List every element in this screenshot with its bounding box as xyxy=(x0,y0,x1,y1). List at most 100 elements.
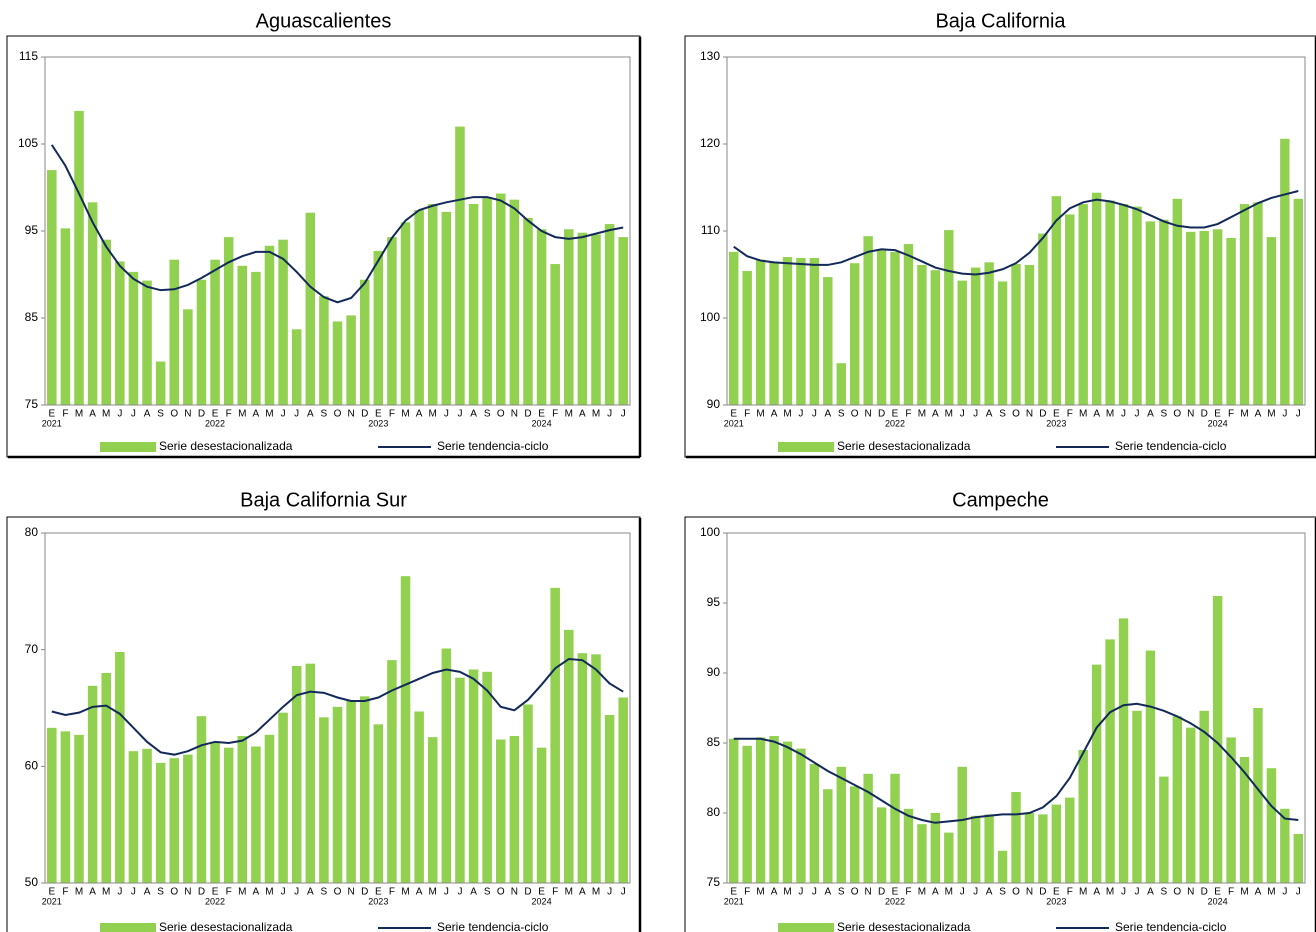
bar xyxy=(60,228,71,405)
bar xyxy=(970,267,981,405)
x-tick-label: E xyxy=(48,409,55,420)
bar xyxy=(849,263,860,405)
x-tick-label: J xyxy=(798,887,803,898)
x-tick-label: S xyxy=(321,887,328,898)
x-tick-label: M xyxy=(265,887,273,898)
legend-swatch xyxy=(100,442,156,452)
bar xyxy=(577,653,588,883)
x-year-label: 2023 xyxy=(1046,896,1066,906)
x-tick-label: M xyxy=(945,409,953,420)
bar xyxy=(591,654,601,883)
bar xyxy=(47,170,57,405)
bar xyxy=(223,237,234,405)
x-tick-label: O xyxy=(1012,409,1020,420)
chart-title: Aguascalientes xyxy=(256,10,392,32)
legend-label: Serie desestacionalizada xyxy=(159,439,293,453)
x-tick-label: E xyxy=(375,409,382,420)
x-tick-label: F xyxy=(905,887,911,898)
x-tick-label: D xyxy=(198,887,205,898)
bar xyxy=(1172,198,1183,405)
bar xyxy=(1038,814,1048,883)
x-tick-label: M xyxy=(1079,887,1087,898)
x-tick-label: D xyxy=(524,887,531,898)
bar xyxy=(196,716,207,883)
bar xyxy=(115,652,125,883)
x-tick-label: D xyxy=(1039,409,1046,420)
x-tick-label: S xyxy=(999,887,1006,898)
x-year-label: 2023 xyxy=(1046,418,1066,428)
bar xyxy=(441,211,452,405)
x-tick-label: A xyxy=(253,409,260,420)
bar xyxy=(1186,727,1196,883)
x-tick-label: A xyxy=(986,409,993,420)
y-tick-label: 80 xyxy=(25,525,39,539)
x-tick-label: A xyxy=(470,409,477,420)
x-tick-label: M xyxy=(783,409,791,420)
bar xyxy=(47,727,57,883)
x-tick-label: F xyxy=(1067,887,1073,898)
bar xyxy=(1011,264,1021,405)
x-tick-label: F xyxy=(389,409,395,420)
bar xyxy=(1105,200,1115,405)
x-tick-label: M xyxy=(592,409,600,420)
y-tick-label: 75 xyxy=(25,397,39,411)
bar xyxy=(468,669,479,883)
x-tick-label: S xyxy=(838,409,845,420)
bar xyxy=(346,701,356,883)
bar xyxy=(400,222,411,405)
chart: Baja California Sur 50 60 70 80 Serie desesta… xyxy=(6,489,642,932)
bar xyxy=(1132,206,1142,405)
bar xyxy=(400,576,411,883)
bar xyxy=(359,279,370,405)
x-tick-label: M xyxy=(429,409,437,420)
x-tick-label: A xyxy=(1093,887,1100,898)
bar xyxy=(729,251,739,405)
x-tick-label: J xyxy=(117,887,122,898)
x-tick-label: J xyxy=(1121,409,1126,420)
x-tick-label: J xyxy=(1296,409,1301,420)
chart-title: Baja California xyxy=(935,10,1066,32)
bar xyxy=(836,363,846,405)
plot-border xyxy=(44,56,631,406)
bar xyxy=(1065,797,1075,883)
bar xyxy=(1065,214,1075,405)
bar xyxy=(128,271,139,405)
bar xyxy=(414,210,424,405)
x-tick-label: F xyxy=(389,887,395,898)
x-tick-label: N xyxy=(347,887,354,898)
bar xyxy=(427,737,438,883)
x-tick-label: D xyxy=(361,409,368,420)
bar xyxy=(1118,618,1129,883)
bar xyxy=(1159,219,1169,405)
bar xyxy=(1226,737,1236,883)
x-year-label: 2022 xyxy=(205,896,225,906)
x-tick-label: S xyxy=(157,887,164,898)
bar xyxy=(863,236,873,405)
x-tick-label: E xyxy=(1053,887,1060,898)
bar xyxy=(87,202,98,405)
bar xyxy=(1011,792,1021,883)
x-tick-label: A xyxy=(824,409,831,420)
bar xyxy=(1199,710,1209,883)
x-tick-label: M xyxy=(1106,887,1114,898)
bar xyxy=(305,663,316,883)
x-tick-label: A xyxy=(1255,409,1262,420)
x-tick-label: J xyxy=(1282,409,1287,420)
x-tick-label: A xyxy=(89,887,96,898)
x-tick-label: A xyxy=(144,887,151,898)
bar xyxy=(128,751,139,883)
x-tick-label: F xyxy=(905,409,911,420)
x-tick-label: F xyxy=(1067,409,1073,420)
y-tick-label: 95 xyxy=(25,223,39,237)
bar xyxy=(1051,804,1062,883)
bar xyxy=(796,748,806,883)
x-tick-label: M xyxy=(1267,887,1275,898)
bar xyxy=(523,704,533,883)
legend-label: Serie desestacionalizada xyxy=(837,920,971,932)
x-tick-label: N xyxy=(511,887,518,898)
bar xyxy=(823,789,833,883)
bar xyxy=(1212,596,1223,883)
bar xyxy=(264,245,275,405)
x-tick-label: J xyxy=(1134,887,1139,898)
x-year-label: 2021 xyxy=(724,896,744,906)
